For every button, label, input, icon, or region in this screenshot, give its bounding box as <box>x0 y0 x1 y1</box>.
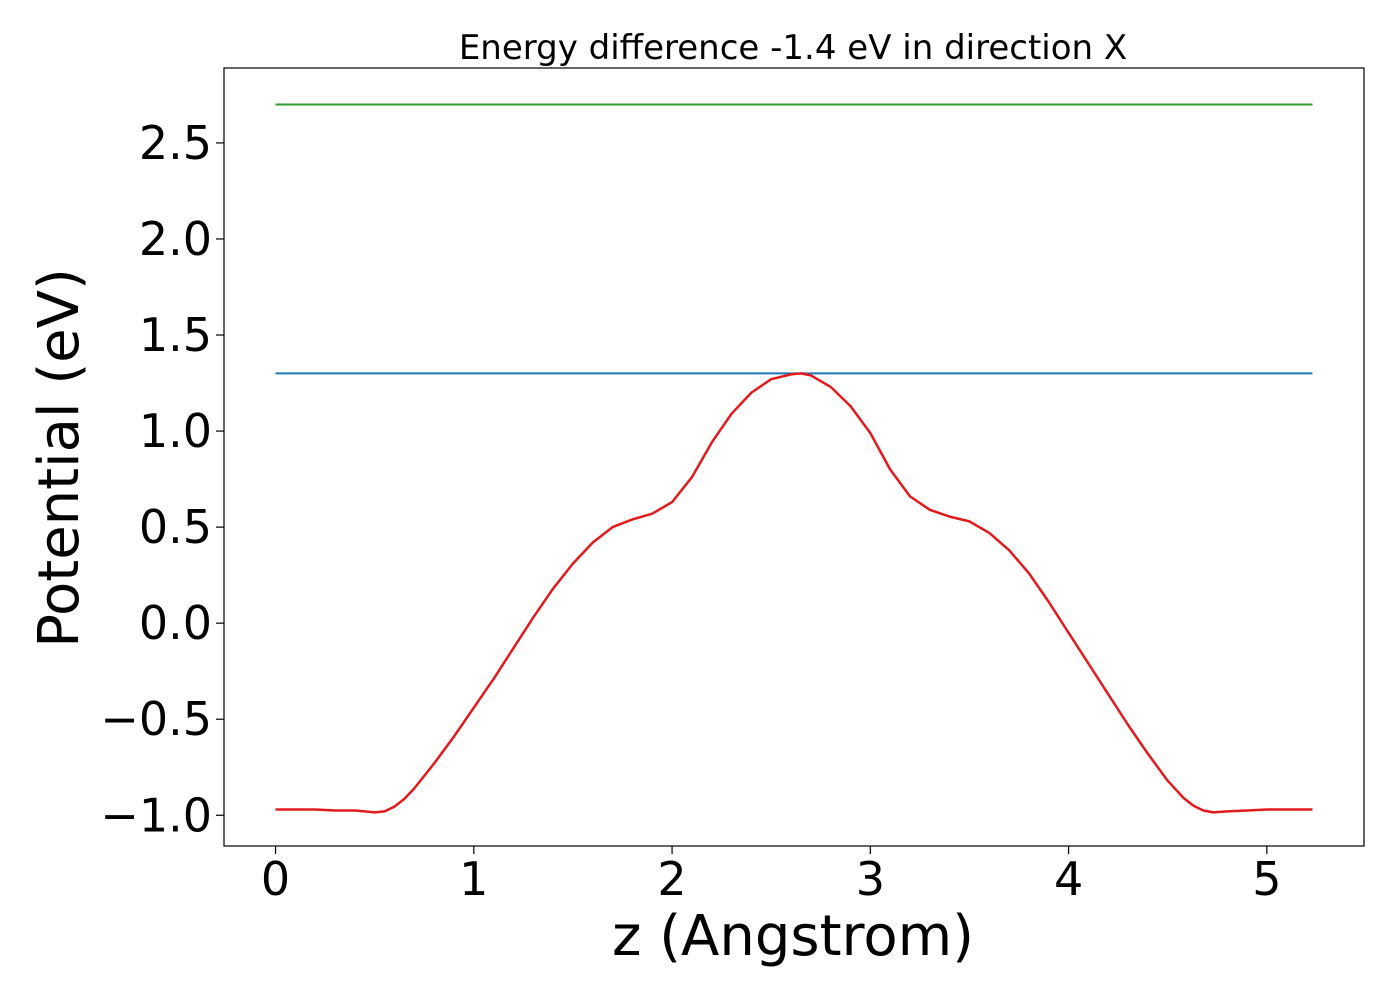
chart-title: Energy difference -1.4 eV in direction X <box>459 28 1127 68</box>
y-tick-label: 1.5 <box>139 308 212 362</box>
y-axis-label: Potential (eV) <box>27 268 92 648</box>
y-tick-label: −1.0 <box>100 788 212 842</box>
x-tick-label: 0 <box>261 852 290 906</box>
y-tick-label: −0.5 <box>100 692 212 746</box>
y-tick-label: 1.0 <box>139 404 212 458</box>
y-tick-label: 2.5 <box>139 116 212 170</box>
series-line-2 <box>275 372 1313 814</box>
y-tick-label: 0.5 <box>139 500 212 554</box>
x-tick-label: 5 <box>1252 852 1281 906</box>
x-axis-label: z (Angstrom) <box>612 904 974 969</box>
x-tick-label: 4 <box>1054 852 1083 906</box>
y-tick-label: 2.0 <box>139 212 212 266</box>
plot-area <box>275 103 1313 814</box>
y-axis-ticks: −1.0 −0.5 0.0 0.5 1.0 1.5 2.0 2.5 <box>100 116 224 842</box>
x-tick-label: 1 <box>459 852 488 906</box>
x-tick-label: 3 <box>856 852 885 906</box>
x-axis-ticks: 0 1 2 3 4 5 <box>261 846 1281 906</box>
y-tick-label: 0.0 <box>139 596 212 650</box>
x-tick-label: 2 <box>657 852 686 906</box>
plot-frame <box>223 67 1365 847</box>
